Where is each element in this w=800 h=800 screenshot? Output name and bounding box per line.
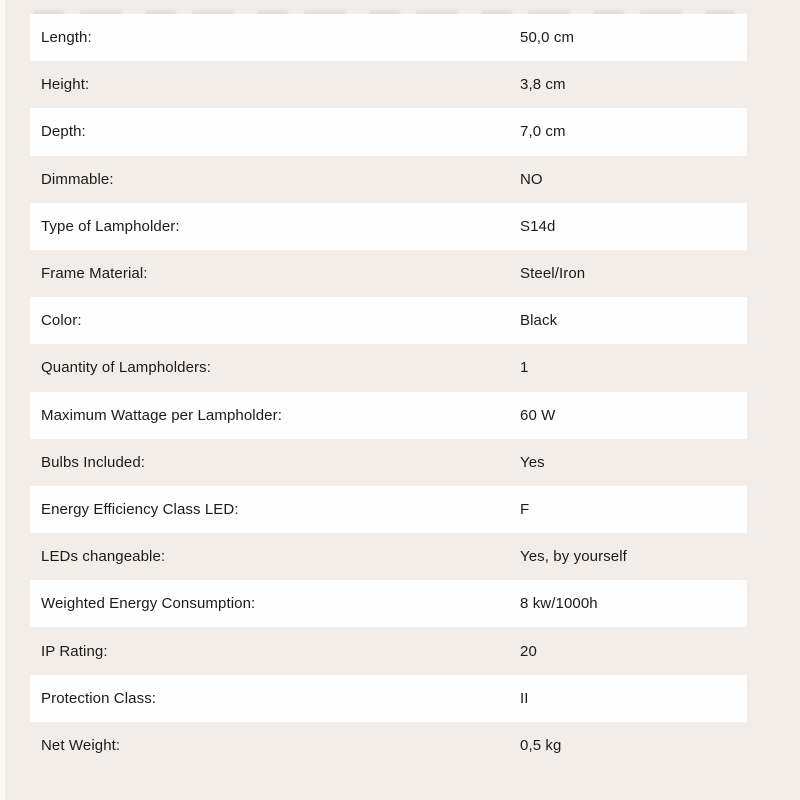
spec-label: Length: (41, 29, 92, 47)
spec-label: Energy Efficiency Class LED: (41, 500, 239, 518)
spec-row-ip-rating: IP Rating: 20 (30, 627, 747, 674)
spec-label: Frame Material: (41, 265, 148, 283)
spec-row-frame-material: Frame Material: Steel/Iron (30, 250, 747, 297)
spec-value: S14d (520, 217, 556, 235)
spec-value: Steel/Iron (520, 265, 586, 283)
spec-value: NO (520, 170, 543, 188)
spec-label: Dimmable: (41, 170, 114, 188)
spec-value: Yes, by yourself (520, 548, 627, 566)
spec-value: F (520, 500, 530, 518)
spec-row-net-weight: Net Weight: 0,5 kg (30, 722, 747, 769)
spec-label: Depth: (41, 123, 86, 141)
spec-value: 8 kw/1000h (520, 595, 598, 613)
spec-row-leds-changeable: LEDs changeable: Yes, by yourself (30, 533, 747, 580)
spec-label: Quantity of Lampholders: (41, 359, 211, 377)
page-left-edge (0, 0, 5, 800)
spec-row-max-wattage: Maximum Wattage per Lampholder: 60 W (30, 391, 747, 439)
spec-value: 50,0 cm (520, 29, 575, 47)
spec-row-energy-consumption: Weighted Energy Consumption: 8 kw/1000h (30, 580, 747, 628)
spec-value: Yes (520, 453, 545, 471)
spec-value: Black (520, 312, 558, 330)
spec-value: 60 W (520, 406, 556, 424)
spec-label: Net Weight: (41, 736, 121, 754)
spec-label: Bulbs Included: (41, 453, 146, 471)
product-spec-table: Length: 50,0 cm Height: 3,8 cm Depth: 7,… (30, 14, 747, 769)
spec-row-height: Height: 3,8 cm (30, 61, 747, 108)
spec-row-lampholder-type: Type of Lampholder: S14d (30, 202, 747, 250)
spec-value: 3,8 cm (520, 76, 566, 94)
spec-label: IP Rating: (41, 642, 108, 660)
spec-value: 0,5 kg (520, 736, 562, 754)
spec-label: Type of Lampholder: (41, 217, 180, 235)
spec-row-dimmable: Dimmable: NO (30, 156, 747, 203)
spec-row-protection-class: Protection Class: II (30, 674, 747, 722)
spec-value: II (520, 689, 529, 707)
spec-label: Maximum Wattage per Lampholder: (41, 406, 282, 424)
spec-row-energy-class: Energy Efficiency Class LED: F (30, 485, 747, 534)
cropped-row-artifact (34, 10, 734, 16)
spec-value: 1 (520, 359, 529, 377)
spec-row-length: Length: 50,0 cm (30, 14, 747, 62)
spec-row-bulbs-included: Bulbs Included: Yes (30, 439, 747, 486)
spec-label: Color: (41, 312, 82, 330)
spec-row-depth: Depth: 7,0 cm (30, 108, 747, 156)
spec-label: Height: (41, 76, 90, 94)
spec-value: 20 (520, 642, 537, 660)
spec-value: 7,0 cm (520, 123, 566, 141)
spec-label: LEDs changeable: (41, 548, 166, 566)
spec-row-color: Color: Black (30, 297, 747, 345)
spec-label: Weighted Energy Consumption: (41, 595, 256, 613)
spec-row-lampholder-quantity: Quantity of Lampholders: 1 (30, 344, 747, 391)
spec-label: Protection Class: (41, 689, 157, 707)
